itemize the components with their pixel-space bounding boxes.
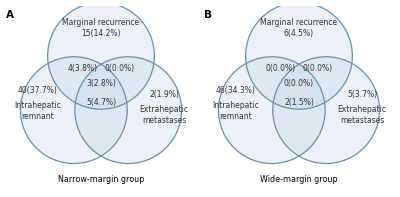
Text: 2(1.9%): 2(1.9%) <box>149 90 179 99</box>
Text: 5(4.7%): 5(4.7%) <box>86 98 116 107</box>
Text: 3(2.8%): 3(2.8%) <box>86 79 116 88</box>
Text: B: B <box>204 10 212 20</box>
Text: A: A <box>6 10 14 20</box>
Text: Wide-margin group: Wide-margin group <box>260 175 338 184</box>
Circle shape <box>75 57 182 164</box>
Circle shape <box>48 2 154 109</box>
Text: Marginal recurrence
15(14.2%): Marginal recurrence 15(14.2%) <box>62 18 140 38</box>
Text: 0(0.0%): 0(0.0%) <box>104 64 134 73</box>
Circle shape <box>218 57 325 164</box>
Text: 5(3.7%): 5(3.7%) <box>347 90 377 99</box>
Circle shape <box>273 57 380 164</box>
Text: 0(0.0%): 0(0.0%) <box>302 64 332 73</box>
Text: 40(37.7%): 40(37.7%) <box>18 86 58 95</box>
Text: 0(0.0%): 0(0.0%) <box>284 79 314 88</box>
Text: Extrahepatic
metastases: Extrahepatic metastases <box>140 105 188 125</box>
Text: 4(3.8%): 4(3.8%) <box>68 64 98 73</box>
Text: Marginal recurrence
6(4.5%): Marginal recurrence 6(4.5%) <box>260 18 338 38</box>
Circle shape <box>20 57 127 164</box>
Text: Extrahepatic
metastases: Extrahepatic metastases <box>338 105 386 125</box>
Text: Intrahepatic
remnant: Intrahepatic remnant <box>14 101 61 121</box>
Text: 2(1.5%): 2(1.5%) <box>284 98 314 107</box>
Text: Narrow-margin group: Narrow-margin group <box>58 175 144 184</box>
Circle shape <box>246 2 352 109</box>
Text: Intrahepatic
remnant: Intrahepatic remnant <box>212 101 259 121</box>
Text: 0(0.0%): 0(0.0%) <box>266 64 296 73</box>
Text: 46(34.3%): 46(34.3%) <box>216 86 256 95</box>
